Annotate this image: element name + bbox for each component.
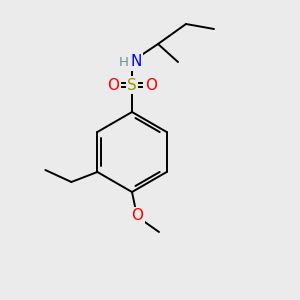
Text: O: O (131, 208, 143, 224)
Text: S: S (127, 77, 137, 92)
Text: H: H (119, 56, 129, 70)
Text: N: N (130, 55, 142, 70)
Text: O: O (145, 77, 157, 92)
Text: O: O (107, 77, 119, 92)
